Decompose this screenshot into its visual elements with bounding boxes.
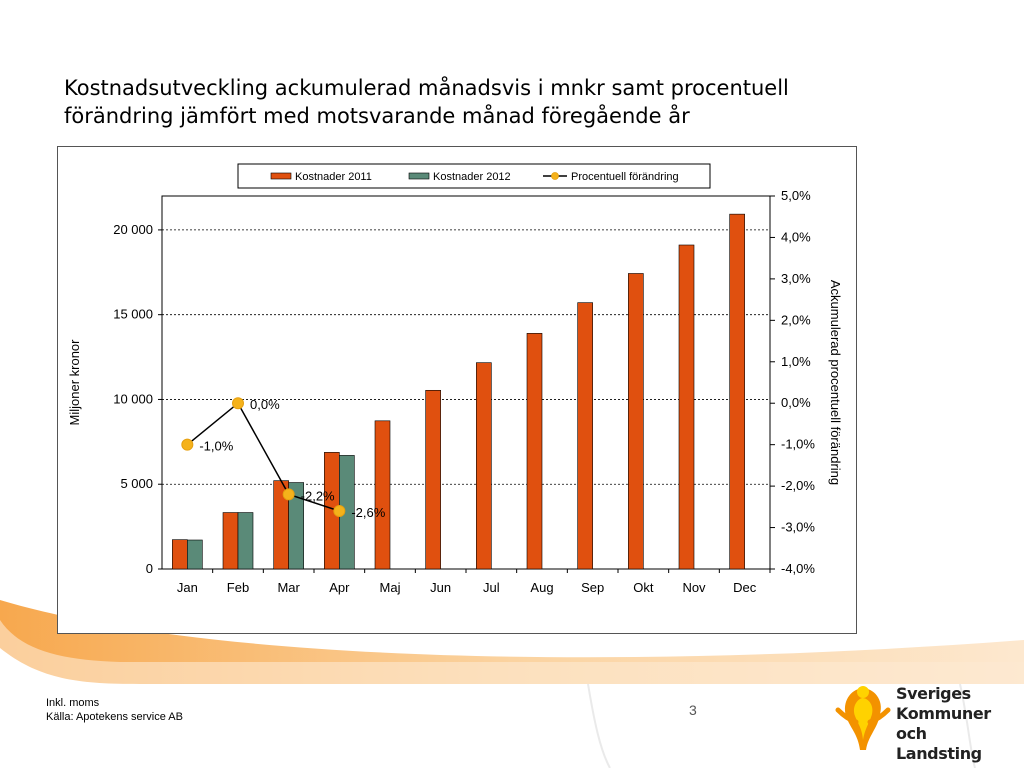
x-tick-label-okt: Okt <box>633 580 654 595</box>
y2-tick-label-3: -1,0% <box>781 437 815 452</box>
y2-tick-label-5: 1,0% <box>781 354 811 369</box>
bar-2012-jan <box>187 539 203 570</box>
bar-2011-maj <box>374 420 391 570</box>
bar-2011-sep <box>577 302 593 570</box>
bar-2011-feb <box>222 512 239 570</box>
y-tick-label-4: 20 000 <box>113 222 153 237</box>
logo-line-2: Kommuner <box>896 704 991 723</box>
y2-tick-label-6: 2,0% <box>781 312 811 327</box>
y2-tick-label-1: -3,0% <box>781 520 815 535</box>
bar-2011-aug <box>526 333 543 570</box>
legend-label-2012: Kostnader 2012 <box>433 171 511 183</box>
y2-tick-label-7: 3,0% <box>781 271 811 286</box>
x-tick-label-apr: Apr <box>329 580 350 595</box>
footer-note-moms: Inkl. moms <box>46 697 100 709</box>
bar-2011-jul <box>476 362 492 570</box>
chart: 0 5 000 10 000 15 000 20 000 -4,0% -3,0% -2,0% -… <box>67 163 843 595</box>
legend-swatch-2011 <box>270 172 292 180</box>
logo-line-1: Sveriges <box>896 684 971 703</box>
bar-2012-mar <box>288 482 304 570</box>
bar-2011-dec <box>729 213 745 570</box>
legend-label-procent: Procentuell förändring <box>571 171 679 183</box>
x-tick-label-nov: Nov <box>682 580 706 595</box>
x-tick-label-sep: Sep <box>581 580 604 595</box>
x-tick-label-aug: Aug <box>530 580 553 595</box>
bar-2012-feb <box>237 512 254 570</box>
footer-note-source: Källa: Apotekens service AB <box>46 711 183 723</box>
point-jan <box>181 438 194 451</box>
x-tick-label-jan: Jan <box>177 580 198 595</box>
y2-axis-title: Ackumulerad procentuell förändring <box>828 280 843 485</box>
x-tick-label-jun: Jun <box>430 580 451 595</box>
legend-label-2011: Kostnader 2011 <box>295 171 372 183</box>
x-tick-label-dec: Dec <box>733 580 757 595</box>
y-axis-title: Miljoner kronor <box>67 339 82 426</box>
legend-box <box>237 163 711 189</box>
y-tick-label-3: 15 000 <box>113 307 153 322</box>
point-label-feb: 0,0% <box>250 397 280 412</box>
bar-2011-okt <box>628 273 644 570</box>
x-tick-label-maj: Maj <box>380 580 401 595</box>
skl-logo-icon <box>835 686 891 750</box>
point-apr <box>333 504 346 517</box>
x-tick-label-feb: Feb <box>227 580 249 595</box>
bar-2011-nov <box>678 244 695 570</box>
x-tick-label-mar: Mar <box>277 580 300 595</box>
logo-text: Sveriges Kommuner och Landsting <box>896 684 1012 764</box>
y2-tick-label-4: 0,0% <box>781 395 811 410</box>
y2-tick-label-8: 4,0% <box>781 229 811 244</box>
y-tick-label-0: 0 <box>146 561 153 576</box>
point-feb <box>232 397 244 410</box>
skl-logo: Sveriges Kommuner och Landsting <box>832 680 1012 763</box>
legend-marker-procent <box>551 172 559 180</box>
logo-line-3: och Landsting <box>896 724 982 763</box>
y2-tick-label-0: -4,0% <box>781 561 815 576</box>
page-number: 3 <box>689 702 697 718</box>
point-label-mar: -2,2% <box>301 488 335 503</box>
point-mar <box>282 488 295 501</box>
bar-2011-jan <box>172 539 188 570</box>
y2-tick-label-9: 5,0% <box>781 188 811 203</box>
y2-tick-label-2: -2,0% <box>781 478 815 493</box>
line-procentuell-forandring <box>186 402 340 512</box>
legend-swatch-2012 <box>408 172 430 180</box>
point-label-apr: -2,6% <box>351 505 385 520</box>
y-tick-label-2: 10 000 <box>113 391 153 406</box>
x-tick-label-jul: Jul <box>483 580 500 595</box>
point-label-jan: -1,0% <box>199 439 233 454</box>
slide-title: Kostnadsutveckling ackumulerad månadsvis… <box>64 76 789 128</box>
y-tick-label-1: 5 000 <box>120 476 153 491</box>
bar-2011-jun <box>425 389 441 570</box>
